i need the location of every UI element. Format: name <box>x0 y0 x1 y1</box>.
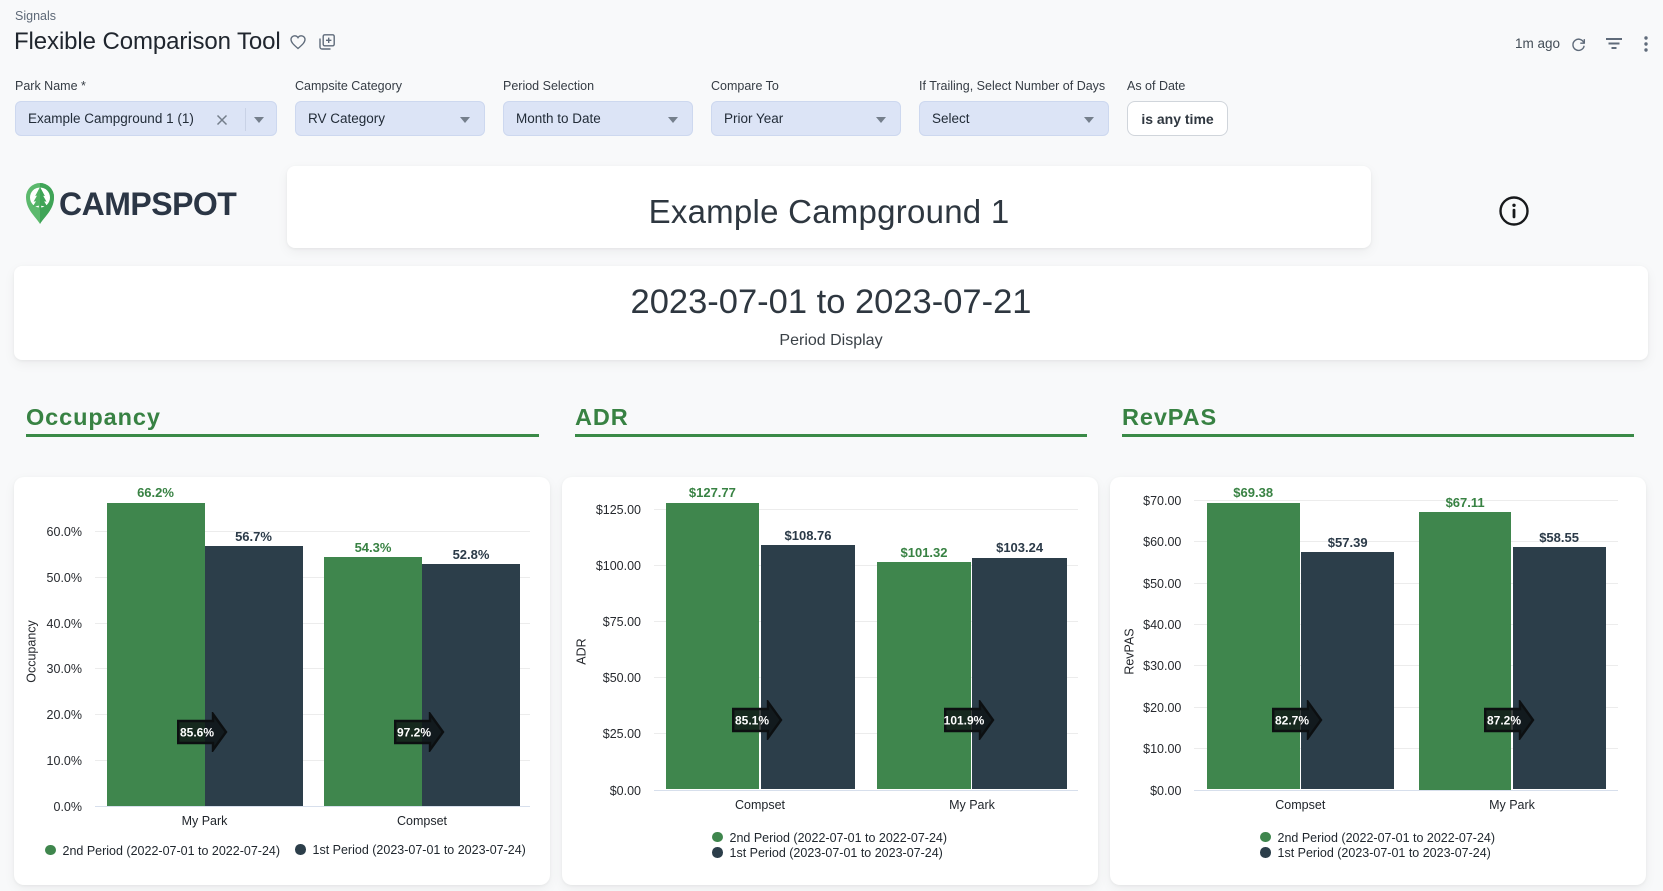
svg-text:101.9%: 101.9% <box>944 713 985 727</box>
svg-text:85.6%: 85.6% <box>179 726 213 740</box>
svg-text:82.7%: 82.7% <box>1275 713 1309 727</box>
svg-text:85.1%: 85.1% <box>735 713 769 727</box>
svg-text:87.2%: 87.2% <box>1487 713 1521 727</box>
svg-text:97.2%: 97.2% <box>397 726 431 740</box>
